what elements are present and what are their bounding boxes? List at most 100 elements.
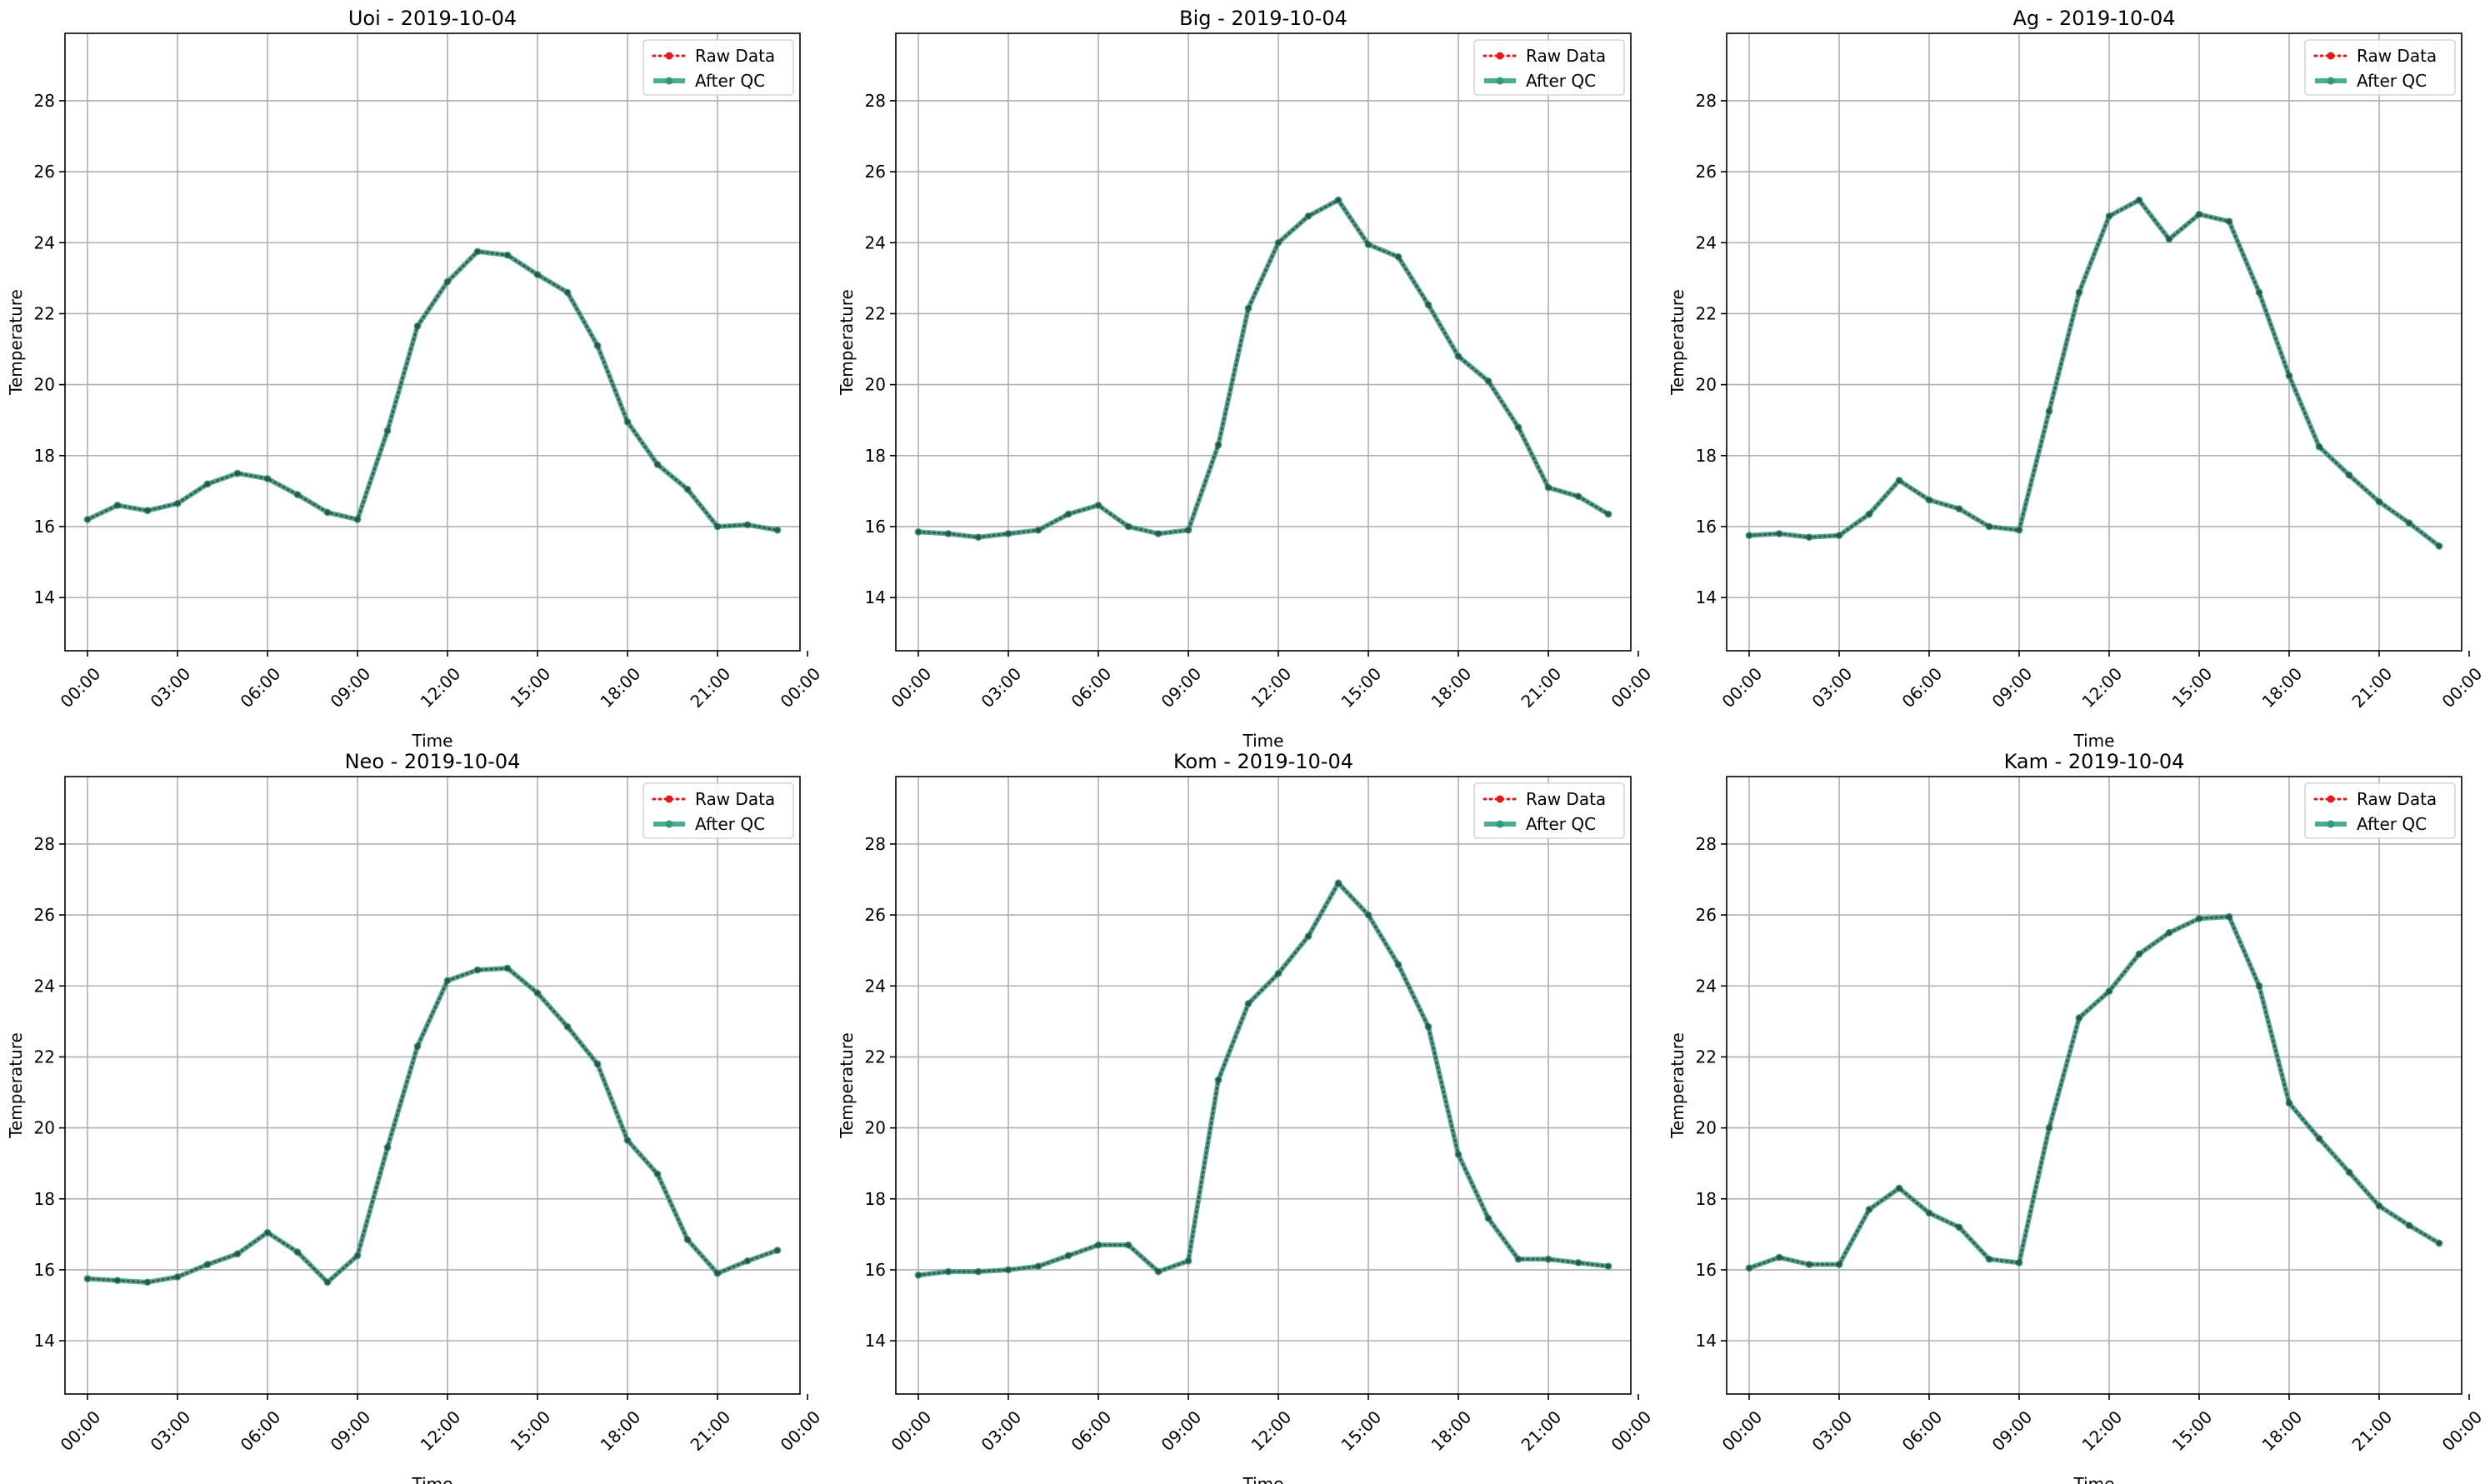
y-tick-label: 20 [865, 1118, 886, 1138]
legend-after-qc-marker [1496, 820, 1504, 828]
data-point [1455, 1152, 1462, 1157]
chart-title: Uoi - 2019-10-04 [348, 7, 517, 30]
data-point [2256, 983, 2262, 989]
data-point [564, 1024, 571, 1030]
x-tick-label: 00:00 [1718, 1407, 1767, 1455]
data-point [594, 342, 601, 348]
data-point [624, 1137, 631, 1143]
grid [896, 777, 1631, 1394]
grid [65, 777, 800, 1394]
x-tick-label: 18:00 [2258, 1407, 2307, 1455]
plot-area [896, 777, 1631, 1394]
x-axis-label: Time [412, 1474, 453, 1484]
legend-after-qc-label: After QC [1526, 71, 1596, 91]
x-tick-label: 18:00 [1428, 663, 1476, 712]
data-point [444, 977, 451, 984]
y-tick-label: 16 [1696, 517, 1717, 537]
data-point [1776, 1254, 1782, 1261]
y-tick-label: 14 [1696, 1331, 1717, 1351]
x-tick-label: 03:00 [1808, 1407, 1857, 1455]
series-line [1748, 198, 2441, 547]
grid [1727, 777, 2462, 1394]
legend-raw-data-marker [665, 795, 673, 803]
data-point [414, 1043, 421, 1049]
data-point [1185, 1258, 1192, 1264]
series-raw-data [915, 880, 1612, 1278]
x-tick-label: 09:00 [1158, 1407, 1206, 1455]
grid [1727, 33, 2462, 651]
legend: Raw Data After QC [2304, 782, 2456, 839]
data-point [1215, 1077, 1222, 1083]
data-point [2076, 289, 2082, 296]
legend-raw-data-label: Raw Data [695, 46, 775, 66]
data-point [264, 476, 271, 482]
x-tick-label: 00:00 [1718, 663, 1767, 712]
axes-frame [64, 32, 801, 652]
data-point [1545, 1256, 1552, 1262]
data-point [1065, 511, 1072, 517]
chart-panel: 14 16 18 20 22 24 26 28 00:00 03:00 06:00 09:00 12:0… [1668, 750, 2485, 1484]
y-tick-label: 22 [1696, 303, 1717, 323]
data-point [1836, 1262, 1842, 1267]
y-tick-label: 16 [1696, 1260, 1717, 1280]
plot-area [1727, 777, 2462, 1394]
data-point [1005, 531, 1012, 537]
data-point [1896, 477, 1902, 483]
x-tick-label: 12:00 [417, 1407, 465, 1455]
x-tick-label: 21:00 [687, 1407, 735, 1455]
data-point [1425, 302, 1432, 307]
x-tick-label: 21:00 [2348, 1407, 2397, 1455]
y-tick-label: 20 [865, 375, 886, 395]
data-point [1365, 242, 1372, 247]
data-point [2046, 1125, 2052, 1131]
x-tick-label: 15:00 [2168, 1407, 2217, 1455]
x-tick-label: 00:00 [2438, 1407, 2485, 1455]
x-tick-label: 06:00 [1898, 1407, 1947, 1455]
data-point [2436, 543, 2442, 549]
x-tick-label: 18:00 [1428, 1407, 1476, 1455]
x-axis: 00:00 03:00 06:00 09:00 12:00 15:00 18:00 21:00… [888, 1394, 1655, 1455]
data-point [2226, 218, 2232, 224]
data-point [234, 1251, 241, 1257]
data-point [144, 1279, 151, 1286]
x-tick-label: 09:00 [327, 663, 375, 712]
y-tick-label: 28 [34, 834, 55, 854]
data-point [744, 1258, 751, 1264]
data-point [1125, 1242, 1132, 1248]
data-point [1866, 1207, 1872, 1212]
data-point [1836, 532, 1842, 538]
y-axis: 14 16 18 20 22 24 26 28 [34, 91, 65, 607]
x-tick-label: 12:00 [1248, 1407, 1296, 1455]
x-tick-label: 09:00 [1988, 663, 2037, 712]
y-tick-label: 16 [865, 1260, 886, 1280]
data-point [534, 990, 541, 996]
x-axis: 00:00 03:00 06:00 09:00 12:00 15:00 18:00 21:00… [888, 651, 1655, 712]
y-tick-label: 22 [1696, 1047, 1717, 1067]
y-axis: 14 16 18 20 22 24 26 28 [865, 834, 896, 1351]
y-tick-label: 28 [865, 834, 886, 854]
data-point [2406, 1222, 2412, 1228]
data-point [354, 1252, 361, 1259]
y-tick-label: 20 [34, 1118, 55, 1138]
data-point [654, 1171, 661, 1177]
data-point [1035, 527, 1042, 533]
y-tick-label: 18 [34, 446, 55, 466]
x-tick-label: 03:00 [1808, 663, 1857, 712]
data-point [1605, 511, 1612, 517]
data-point [84, 517, 91, 522]
data-point [114, 502, 121, 508]
y-tick-label: 14 [34, 1331, 55, 1351]
y-tick-label: 20 [1696, 375, 1717, 395]
data-point [1245, 1001, 1252, 1007]
legend: Raw Data After QC [1473, 39, 1625, 96]
data-point [2376, 1203, 2382, 1209]
data-point [1806, 1262, 1812, 1267]
data-point [975, 534, 982, 540]
data-point [2436, 1240, 2442, 1247]
data-point [2346, 1169, 2352, 1176]
data-point [2046, 408, 2052, 414]
data-point [534, 272, 541, 277]
x-axis: 00:00 03:00 06:00 09:00 12:00 15:00 18:00 21:00… [1718, 1394, 2485, 1455]
x-tick-label: 18:00 [597, 1407, 645, 1455]
chart-panel: 14 16 18 20 22 24 26 28 00:00 03:00 06:00 09:00 12:0… [837, 7, 1655, 751]
